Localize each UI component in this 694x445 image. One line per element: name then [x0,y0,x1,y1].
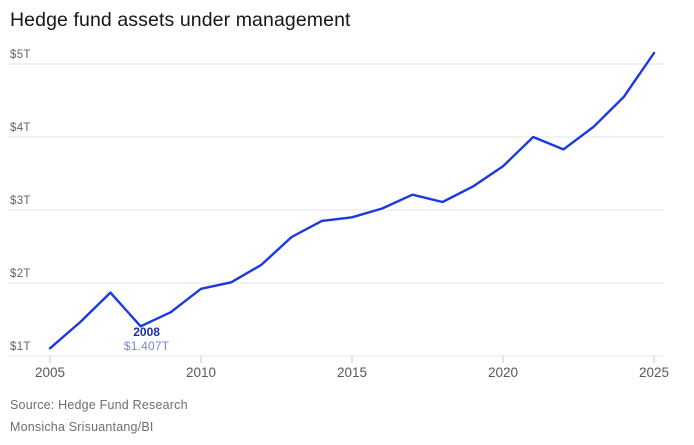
x-axis-label: 2005 [35,365,65,380]
y-axis-label: $4T [10,122,31,134]
x-axis-label: 2015 [337,365,367,380]
annotation-year-label: 2008 [133,325,160,339]
annotation-value-label: $1.407T [124,339,170,353]
source-note: Source: Hedge Fund Research [10,398,188,412]
x-axis-label: 2020 [488,365,518,380]
x-axis-label: 2025 [639,365,669,380]
y-axis-label: $5T [10,49,31,61]
y-axis-label: $2T [10,268,31,280]
aum-line [48,51,656,350]
x-axis-label: 2010 [186,365,216,380]
chart-title: Hedge fund assets under management [10,9,351,31]
y-axis-label: $3T [10,195,31,207]
credit-note: Monsicha Srisuantang/BI [10,420,154,434]
y-axis-label: $1T [10,341,31,353]
